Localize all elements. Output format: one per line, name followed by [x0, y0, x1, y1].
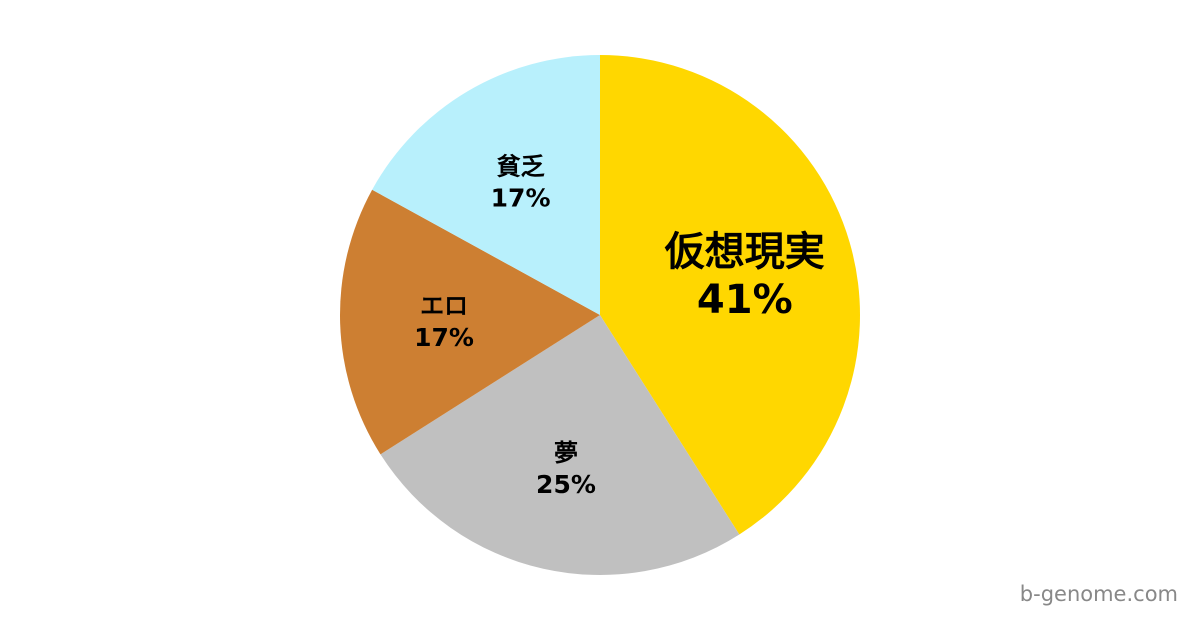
slice-label: 貧乏: [497, 153, 545, 181]
pie-slice: [372, 55, 600, 315]
slice-label: 夢: [554, 439, 578, 467]
slice-label: エロ: [420, 292, 468, 320]
slice-value-label: 25%: [536, 470, 596, 499]
pie-slice: [340, 189, 600, 455]
pie-slice: [600, 55, 861, 535]
slice-value-label: 41%: [697, 277, 793, 323]
slice-label: 仮想現実: [664, 229, 825, 275]
slice-value-label: 17%: [414, 323, 474, 352]
slice-value-label: 17%: [491, 184, 551, 213]
watermark: b-genome.com: [1019, 582, 1178, 606]
pie-slice: [380, 315, 740, 575]
